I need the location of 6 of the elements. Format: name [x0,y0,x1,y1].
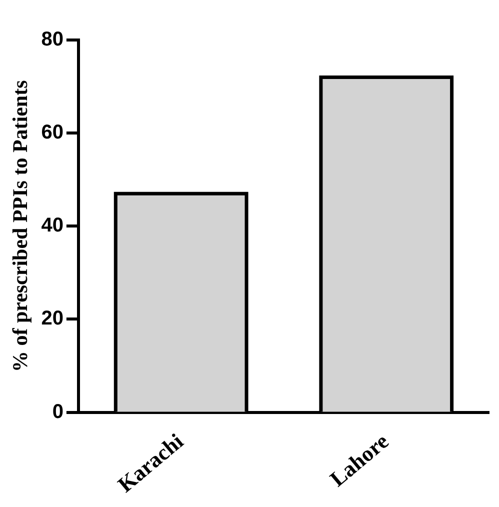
y-tick-label: 60 [41,122,64,144]
y-tick-label: 40 [41,214,64,237]
y-axis-title: % of prescribed PPIs to Patients [8,80,32,372]
y-tick-label: 0 [52,400,64,423]
y-tick-label: 80 [41,28,64,51]
y-tick-label: 20 [41,308,64,330]
